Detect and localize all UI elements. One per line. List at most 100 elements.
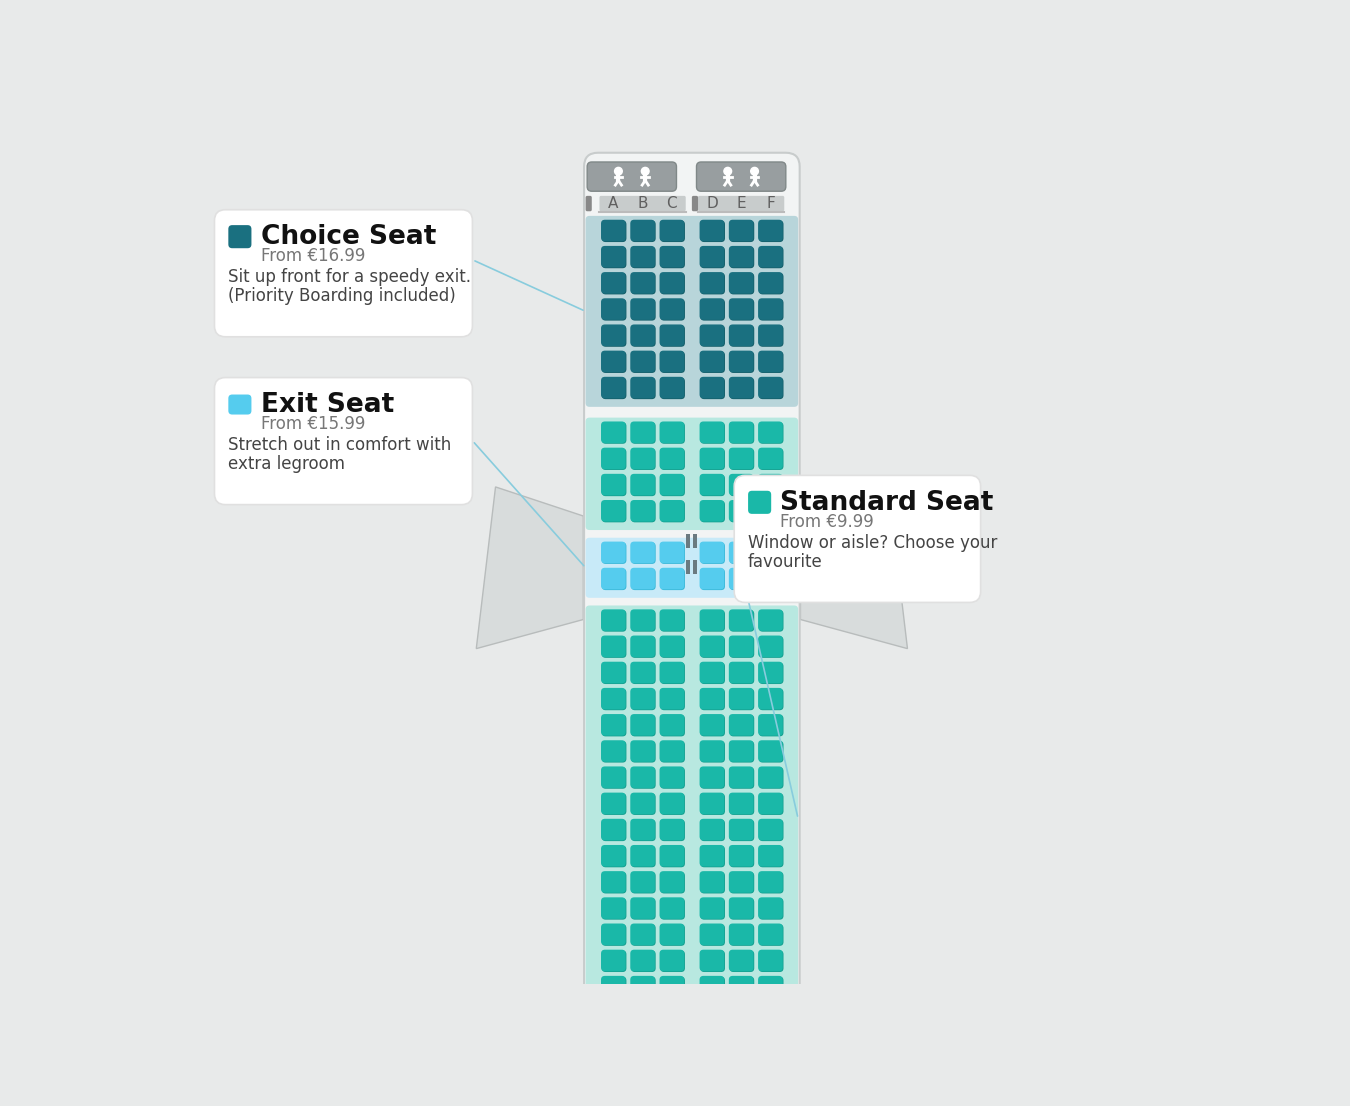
FancyBboxPatch shape bbox=[587, 1043, 676, 1072]
Circle shape bbox=[614, 167, 622, 175]
FancyBboxPatch shape bbox=[630, 299, 655, 320]
Text: Window or aisle? Choose your: Window or aisle? Choose your bbox=[748, 534, 998, 552]
Text: (Priority Boarding included): (Priority Boarding included) bbox=[228, 286, 456, 305]
FancyBboxPatch shape bbox=[585, 153, 799, 1103]
Polygon shape bbox=[537, 1048, 585, 1079]
FancyBboxPatch shape bbox=[729, 473, 753, 495]
FancyBboxPatch shape bbox=[601, 714, 625, 735]
Text: Standard Seat: Standard Seat bbox=[780, 490, 994, 517]
FancyBboxPatch shape bbox=[601, 500, 625, 522]
FancyBboxPatch shape bbox=[630, 542, 655, 563]
FancyBboxPatch shape bbox=[215, 377, 472, 504]
FancyBboxPatch shape bbox=[630, 611, 656, 632]
FancyBboxPatch shape bbox=[701, 422, 725, 444]
FancyBboxPatch shape bbox=[660, 688, 684, 709]
FancyBboxPatch shape bbox=[759, 950, 783, 971]
FancyBboxPatch shape bbox=[601, 351, 625, 373]
FancyBboxPatch shape bbox=[729, 950, 753, 971]
FancyBboxPatch shape bbox=[759, 897, 783, 919]
FancyBboxPatch shape bbox=[697, 1043, 786, 1072]
FancyBboxPatch shape bbox=[759, 845, 783, 866]
FancyBboxPatch shape bbox=[729, 689, 755, 710]
FancyBboxPatch shape bbox=[701, 542, 725, 564]
FancyBboxPatch shape bbox=[630, 820, 656, 842]
FancyBboxPatch shape bbox=[729, 542, 755, 564]
FancyBboxPatch shape bbox=[729, 272, 753, 294]
FancyBboxPatch shape bbox=[729, 377, 753, 398]
FancyBboxPatch shape bbox=[701, 474, 725, 497]
FancyBboxPatch shape bbox=[729, 897, 753, 919]
FancyBboxPatch shape bbox=[729, 924, 753, 945]
FancyBboxPatch shape bbox=[601, 473, 625, 495]
FancyBboxPatch shape bbox=[630, 473, 655, 495]
FancyBboxPatch shape bbox=[630, 246, 655, 268]
FancyBboxPatch shape bbox=[630, 661, 655, 684]
FancyBboxPatch shape bbox=[729, 609, 753, 630]
FancyBboxPatch shape bbox=[630, 273, 656, 294]
FancyBboxPatch shape bbox=[602, 422, 626, 444]
FancyBboxPatch shape bbox=[729, 741, 755, 762]
FancyBboxPatch shape bbox=[630, 846, 656, 867]
FancyBboxPatch shape bbox=[660, 609, 684, 630]
FancyBboxPatch shape bbox=[729, 220, 753, 241]
FancyBboxPatch shape bbox=[660, 567, 684, 589]
FancyBboxPatch shape bbox=[729, 448, 753, 469]
FancyBboxPatch shape bbox=[630, 898, 656, 920]
FancyBboxPatch shape bbox=[701, 325, 725, 347]
FancyBboxPatch shape bbox=[729, 220, 755, 242]
Text: Exit Seat: Exit Seat bbox=[261, 393, 394, 418]
FancyBboxPatch shape bbox=[660, 501, 684, 522]
FancyBboxPatch shape bbox=[601, 448, 625, 469]
FancyBboxPatch shape bbox=[699, 500, 724, 522]
FancyBboxPatch shape bbox=[586, 605, 798, 1032]
FancyBboxPatch shape bbox=[701, 768, 725, 789]
FancyBboxPatch shape bbox=[759, 714, 783, 735]
FancyBboxPatch shape bbox=[660, 714, 684, 737]
FancyBboxPatch shape bbox=[602, 872, 626, 894]
FancyBboxPatch shape bbox=[587, 161, 676, 191]
FancyBboxPatch shape bbox=[660, 897, 684, 919]
FancyBboxPatch shape bbox=[759, 246, 783, 268]
FancyBboxPatch shape bbox=[601, 609, 625, 630]
FancyBboxPatch shape bbox=[660, 820, 684, 842]
FancyBboxPatch shape bbox=[729, 714, 753, 735]
FancyBboxPatch shape bbox=[602, 1003, 626, 1024]
FancyBboxPatch shape bbox=[630, 299, 656, 321]
FancyBboxPatch shape bbox=[729, 501, 755, 522]
FancyBboxPatch shape bbox=[660, 975, 684, 998]
FancyBboxPatch shape bbox=[601, 661, 625, 684]
FancyBboxPatch shape bbox=[602, 846, 626, 867]
FancyBboxPatch shape bbox=[729, 714, 755, 737]
FancyBboxPatch shape bbox=[601, 567, 625, 589]
FancyBboxPatch shape bbox=[729, 448, 755, 470]
FancyBboxPatch shape bbox=[759, 872, 783, 893]
FancyBboxPatch shape bbox=[729, 377, 755, 399]
FancyBboxPatch shape bbox=[601, 272, 625, 294]
FancyBboxPatch shape bbox=[630, 352, 656, 373]
FancyBboxPatch shape bbox=[699, 766, 724, 787]
FancyBboxPatch shape bbox=[729, 975, 753, 998]
Text: E: E bbox=[736, 196, 747, 211]
FancyBboxPatch shape bbox=[701, 898, 725, 920]
FancyBboxPatch shape bbox=[699, 473, 724, 495]
FancyBboxPatch shape bbox=[602, 611, 626, 632]
FancyBboxPatch shape bbox=[759, 273, 783, 294]
FancyBboxPatch shape bbox=[660, 740, 684, 762]
Bar bbox=[686, 534, 690, 549]
FancyBboxPatch shape bbox=[759, 299, 783, 321]
FancyBboxPatch shape bbox=[660, 661, 684, 684]
FancyBboxPatch shape bbox=[729, 818, 753, 841]
FancyBboxPatch shape bbox=[701, 448, 725, 470]
FancyBboxPatch shape bbox=[729, 474, 755, 497]
FancyBboxPatch shape bbox=[729, 247, 755, 269]
FancyBboxPatch shape bbox=[759, 474, 783, 497]
FancyBboxPatch shape bbox=[660, 662, 684, 684]
FancyBboxPatch shape bbox=[701, 377, 725, 399]
FancyBboxPatch shape bbox=[601, 845, 625, 866]
FancyBboxPatch shape bbox=[699, 567, 724, 589]
FancyBboxPatch shape bbox=[630, 714, 655, 735]
FancyBboxPatch shape bbox=[759, 324, 783, 346]
FancyBboxPatch shape bbox=[601, 542, 625, 563]
FancyBboxPatch shape bbox=[729, 898, 755, 920]
FancyBboxPatch shape bbox=[699, 324, 724, 346]
